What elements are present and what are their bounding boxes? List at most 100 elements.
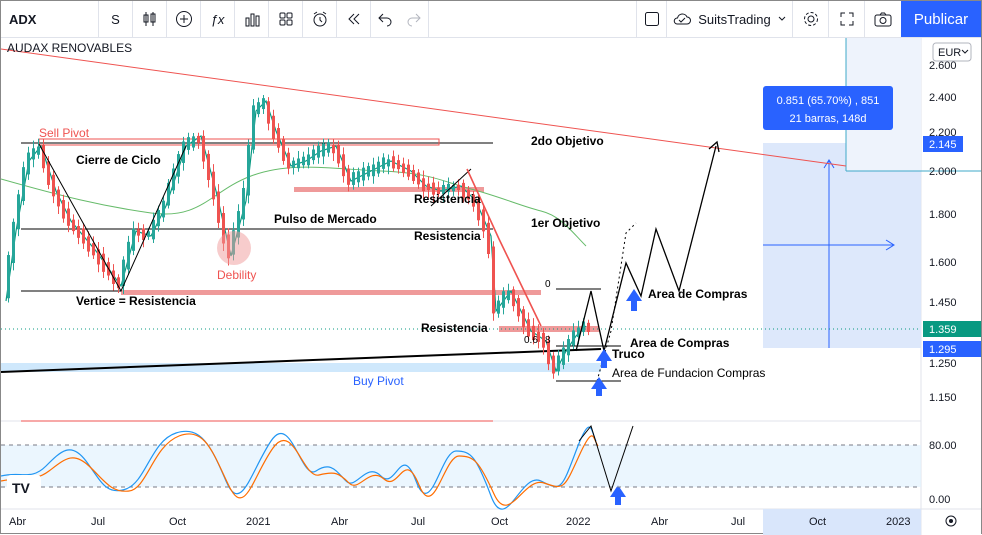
snapshot-button[interactable] xyxy=(865,1,901,37)
small-trend-1 xyxy=(430,168,472,207)
candle-body xyxy=(562,347,565,365)
candle-body xyxy=(187,137,190,150)
layout-name-button[interactable]: SuitsTrading xyxy=(667,1,793,37)
indicators-button[interactable]: ƒx xyxy=(201,1,235,37)
candle-body xyxy=(217,191,220,223)
down-channel xyxy=(466,168,542,327)
measure-arrowhead-right xyxy=(885,239,895,251)
candle-body xyxy=(402,163,405,174)
candle-body xyxy=(397,160,400,170)
time-label: Jul xyxy=(91,516,105,528)
moving-average xyxy=(1,166,587,247)
candle-body xyxy=(422,178,425,192)
candle-body xyxy=(147,231,150,237)
candle-body xyxy=(202,135,205,162)
axis-settings-button[interactable] xyxy=(945,515,957,527)
pulso-label: Pulso de Mercado xyxy=(274,212,377,226)
replay-button[interactable] xyxy=(337,1,371,37)
brand-label: SuitsTrading xyxy=(698,11,771,27)
price-label: 2.600 xyxy=(929,60,957,72)
layout-button[interactable] xyxy=(637,1,667,37)
chart-type-button[interactable] xyxy=(133,1,167,37)
candle-body xyxy=(542,332,545,348)
price-tag-last xyxy=(923,321,981,337)
fundacion-label: Area de Fundacion Compras xyxy=(612,366,765,380)
candle-body xyxy=(367,166,370,177)
toolbar-spacer xyxy=(429,1,637,37)
candle-body xyxy=(67,208,70,226)
square-icon xyxy=(644,12,659,26)
candle-body xyxy=(257,102,260,115)
tradingview-logo[interactable]: TV xyxy=(7,475,41,499)
buy-pivot-label: Buy Pivot xyxy=(353,374,404,388)
candle-body xyxy=(262,98,265,110)
candle-body xyxy=(342,154,345,177)
sell-pivot-label: Sell Pivot xyxy=(39,126,90,140)
candle-body xyxy=(122,259,125,287)
resistance-band-1 xyxy=(294,187,484,192)
undo-button[interactable] xyxy=(371,1,399,37)
price-tag-target-text: 2.145 xyxy=(929,139,957,151)
candle-body xyxy=(192,136,195,148)
alert-button[interactable] xyxy=(303,1,337,37)
cycle-zigzag xyxy=(38,143,187,293)
compare-button[interactable] xyxy=(167,1,201,37)
price-tag-support-text: 1.295 xyxy=(929,344,957,356)
candle-body xyxy=(307,154,310,166)
candle-body xyxy=(407,164,410,177)
symbol-search[interactable]: ADX xyxy=(1,1,99,37)
candle-body xyxy=(452,184,455,192)
long-trendline[interactable] xyxy=(1,48,847,167)
buy-arrows xyxy=(591,289,642,505)
measure-tooltip xyxy=(763,86,893,130)
candle-body xyxy=(377,161,380,174)
candle-body xyxy=(27,152,30,175)
publish-button[interactable]: Publicar xyxy=(901,1,981,37)
cierre-ciclo-label: Cierre de Ciclo xyxy=(76,153,161,167)
fullscreen-button[interactable] xyxy=(829,1,865,37)
candle-body xyxy=(277,128,280,148)
objetivo2-label: 2do Objetivo xyxy=(531,134,604,148)
price-label: 1.450 xyxy=(929,297,957,309)
vertice-band xyxy=(121,290,541,295)
support-trendline[interactable] xyxy=(1,348,602,373)
candle-body xyxy=(502,291,505,308)
candle-body xyxy=(442,184,445,195)
debility-circle xyxy=(217,231,251,265)
price-label: 2.000 xyxy=(929,166,957,178)
templates-button[interactable] xyxy=(269,1,303,37)
candle-body xyxy=(492,246,495,314)
financials-button[interactable] xyxy=(235,1,269,37)
candle-body xyxy=(477,200,480,221)
candle-body xyxy=(412,169,415,181)
candle-body xyxy=(222,213,225,244)
sell-pivot-band xyxy=(38,138,440,146)
candle-body xyxy=(292,160,295,168)
time-axis[interactable]: Abr Jul Oct 2021 Abr Jul Oct 2022 Abr Ju… xyxy=(9,516,910,528)
candle-body xyxy=(252,105,255,150)
osc-projection xyxy=(578,424,634,493)
candle-body xyxy=(572,330,575,346)
objetivo1-label: 1er Objetivo xyxy=(531,216,600,230)
candle-body xyxy=(567,339,570,356)
candle-body xyxy=(372,164,375,177)
candle-body xyxy=(297,158,300,169)
projection-path xyxy=(575,145,717,352)
redo-button[interactable] xyxy=(399,1,429,37)
candle-body xyxy=(332,144,335,154)
time-label: Abr xyxy=(331,516,348,528)
currency-chevron-icon xyxy=(961,49,969,54)
chart-area[interactable]: 0.851 (65.70%) , 851 21 barras, 148d xyxy=(1,38,981,535)
currency-button[interactable] xyxy=(932,42,972,62)
candle-body xyxy=(72,219,75,232)
time-label: Oct xyxy=(169,516,186,528)
interval-button[interactable]: S xyxy=(99,1,133,37)
undo-icon xyxy=(378,13,392,27)
candle-body xyxy=(437,187,440,194)
settings-button[interactable] xyxy=(793,1,829,37)
resistencia-label-1: Resistencia xyxy=(414,192,481,206)
candle-body xyxy=(317,145,320,158)
currency-label: EUR xyxy=(938,47,961,59)
price-axis[interactable] xyxy=(921,38,981,535)
candle-body xyxy=(587,322,590,332)
